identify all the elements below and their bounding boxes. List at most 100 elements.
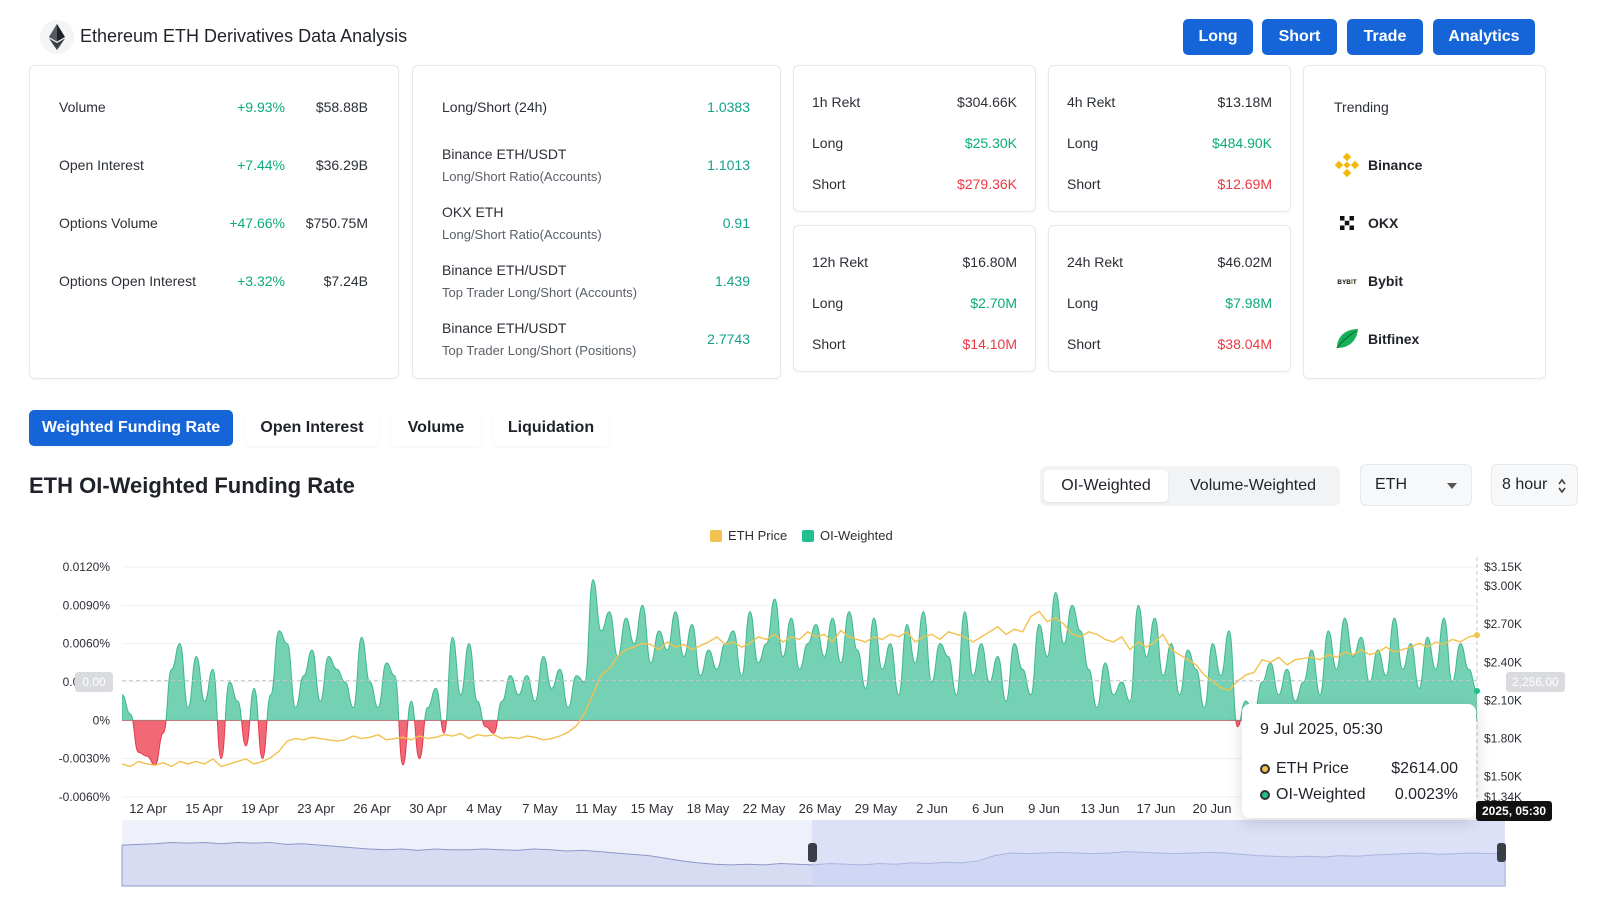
- ratio-label: Binance ETH/USDT: [442, 262, 567, 278]
- rekt-title: 4h Rekt: [1067, 94, 1116, 110]
- overview-label: Options Open Interest: [59, 273, 196, 289]
- overview-value: $750.75M: [305, 215, 368, 231]
- rekt-title: 24h Rekt: [1067, 254, 1124, 270]
- ratio-label: OKX ETH: [442, 204, 504, 220]
- rekt-short-value: $14.10M: [962, 336, 1017, 352]
- navigator-selection: [812, 820, 1505, 886]
- rekt-short-label: Short: [812, 176, 846, 192]
- binance-icon: [1334, 152, 1360, 178]
- ratio-label: Binance ETH/USDT: [442, 320, 567, 336]
- bybit-icon: BYBIT: [1337, 279, 1357, 286]
- x-tick-label: 4 May: [466, 801, 502, 816]
- y-left-tick-label: -0.0030%: [59, 752, 111, 766]
- x-tick-label: 15 May: [631, 801, 674, 816]
- x-tick-label: 6 Jun: [972, 801, 1004, 816]
- bitfinex-icon: [1336, 329, 1358, 349]
- rekt-card-24h: 24h Rekt $46.02M Long $7.98M Short $38.04M: [1048, 225, 1291, 372]
- y-right-tick-label: $3.00K: [1484, 579, 1522, 593]
- rekt-card-12h: 12h Rekt $16.80M Long $2.70M Short $14.10M: [793, 225, 1036, 372]
- legend-swatch: [710, 529, 722, 542]
- weighting-toggle: OI-Weighted Volume-Weighted: [1040, 466, 1340, 506]
- overview-change: +7.44%: [237, 157, 285, 173]
- x-tick-label: 15 Apr: [185, 801, 223, 816]
- chart-tooltip: 9 Jul 2025, 05:30 ETH Price $2614.00 OI-…: [1242, 704, 1476, 818]
- legend-swatch: [802, 529, 814, 542]
- tooltip-title: 9 Jul 2025, 05:30: [1260, 721, 1383, 738]
- tab-open-interest[interactable]: Open Interest: [245, 410, 379, 446]
- volume-weighted-option[interactable]: Volume-Weighted: [1190, 477, 1316, 494]
- rekt-card-4h: 4h Rekt $13.18M Long $484.90K Short $12.69M: [1048, 65, 1291, 212]
- y-right-tick-label: $1.80K: [1484, 732, 1522, 746]
- navigator-background: [122, 820, 1505, 886]
- rekt-long-value: $484.90K: [1212, 135, 1272, 151]
- eth-price-point: [1474, 632, 1480, 639]
- overview-value: $58.88B: [315, 99, 368, 115]
- overview-value: $7.24B: [323, 273, 368, 289]
- x-tick-label: 2 Jun: [916, 801, 948, 816]
- x-tick-label: 26 May: [799, 801, 842, 816]
- tab-liquidation[interactable]: Liquidation: [493, 410, 609, 446]
- overview-change: +9.93%: [237, 99, 285, 115]
- trending-item-okx[interactable]: OKX: [1334, 208, 1398, 238]
- x-tick-label: 19 Apr: [241, 801, 279, 816]
- navigator-right-handle[interactable]: [1497, 843, 1506, 862]
- rekt-long-value: $2.70M: [970, 295, 1017, 311]
- crosshair-y-right-label: 2,256.00: [1506, 672, 1565, 692]
- overview-card: Volume +9.93% $58.88B Open Interest +7.4…: [29, 65, 399, 379]
- rekt-short-value: $12.69M: [1217, 176, 1272, 192]
- y-right-tick-label: $3.15K: [1484, 560, 1522, 574]
- ratio-label: Binance ETH/USDT: [442, 146, 567, 162]
- x-tick-label: 7 May: [522, 801, 558, 816]
- x-tick-label: 17 Jun: [1136, 801, 1175, 816]
- chart-title: ETH OI-Weighted Funding Rate: [29, 473, 355, 498]
- rekt-title: 12h Rekt: [812, 254, 869, 270]
- x-tick-label: 29 May: [855, 801, 898, 816]
- ratio-sublabel: Long/Short Ratio(Accounts): [442, 169, 602, 184]
- trade-button[interactable]: Trade: [1347, 19, 1423, 55]
- y-right-tick-label: $2.40K: [1484, 655, 1522, 669]
- ratio-value: 1.1013: [707, 157, 750, 173]
- analytics-button[interactable]: Analytics: [1433, 19, 1535, 55]
- rekt-long-label: Long: [1067, 135, 1099, 151]
- tooltip-dot: [1260, 764, 1270, 774]
- trending-title: Trending: [1334, 99, 1389, 115]
- y-left-tick-label: -0.0060%: [59, 790, 111, 804]
- legend-oi-weighted[interactable]: OI-Weighted: [802, 528, 893, 543]
- rekt-short-value: $279.36K: [957, 176, 1017, 192]
- ratio-value: 0.91: [722, 215, 750, 231]
- ratio-sublabel: Top Trader Long/Short (Positions): [442, 343, 637, 358]
- trending-item-binance[interactable]: Binance: [1334, 150, 1422, 180]
- ratio-label: Long/Short (24h): [442, 99, 548, 115]
- y-left-tick-label: 0.0120%: [63, 560, 111, 574]
- tooltip-row-oi-weighted: OI-Weighted 0.0023%: [1260, 786, 1458, 804]
- long-button[interactable]: Long: [1183, 19, 1253, 55]
- rekt-long-label: Long: [812, 135, 844, 151]
- ratio-value: 1.439: [714, 273, 750, 289]
- oi-weighted-point: [1474, 687, 1480, 694]
- page-title: Ethereum ETH Derivatives Data Analysis: [80, 26, 408, 46]
- short-button[interactable]: Short: [1262, 19, 1337, 55]
- rekt-long-value: $25.30K: [964, 135, 1017, 151]
- crosshair-y-left-label: 0.00: [75, 672, 113, 692]
- trending-item-bitfinex[interactable]: Bitfinex: [1334, 324, 1419, 354]
- tab-weighted-funding-rate[interactable]: Weighted Funding Rate: [29, 410, 233, 446]
- svg-text:BYBIT: BYBIT: [1337, 279, 1357, 286]
- coin-select[interactable]: ETH: [1360, 464, 1472, 506]
- oi-weighted-option[interactable]: OI-Weighted: [1044, 470, 1168, 502]
- interval-select[interactable]: 8 hour: [1491, 464, 1578, 506]
- legend-eth-price[interactable]: ETH Price: [710, 528, 787, 543]
- ratio-value: 2.7743: [707, 331, 750, 347]
- trending-item-bybit[interactable]: BYBIT Bybit: [1334, 266, 1403, 296]
- coin-select-value: ETH: [1375, 476, 1407, 493]
- rekt-total: $304.66K: [957, 94, 1017, 110]
- crosshair-x-label: 2025, 05:30: [1476, 801, 1553, 821]
- x-tick-label: 23 Apr: [297, 801, 335, 816]
- y-right-tick-label: $2.70K: [1484, 617, 1522, 631]
- y-left-tick-label: 0%: [93, 713, 111, 727]
- ethereum-logo-icon: [40, 20, 74, 54]
- header: Ethereum ETH Derivatives Data Analysis L…: [0, 0, 1600, 66]
- okx-icon: [1340, 216, 1354, 230]
- navigator-left-handle[interactable]: [808, 843, 817, 862]
- navigator-area: [121, 841, 1506, 887]
- tab-volume[interactable]: Volume: [391, 410, 481, 446]
